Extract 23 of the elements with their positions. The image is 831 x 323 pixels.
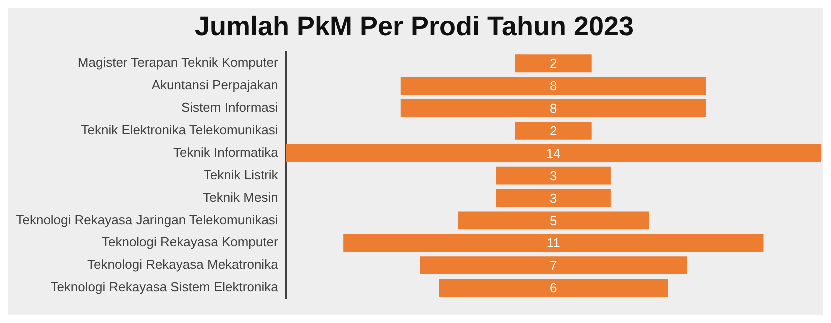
data-label: 2 xyxy=(550,124,558,139)
category-label: Akuntansi Perpajakan xyxy=(152,78,278,93)
data-label: 2 xyxy=(550,56,558,72)
data-label: 7 xyxy=(550,258,558,274)
data-label: 5 xyxy=(550,213,558,228)
category-label: Teknologi Rekayasa Sistem Elektronika xyxy=(50,280,280,295)
text: Jumlah PkM Per Prodi Tahun 2023 xyxy=(194,12,634,42)
category-label: Sistem Informasi xyxy=(182,100,278,116)
data-label: 8 xyxy=(550,78,558,94)
category-label: Magister Terapan Teknik Komputer xyxy=(78,55,279,70)
category-label: Teknologi Rekayasa Mekatronika xyxy=(88,257,280,272)
data-label: 6 xyxy=(550,280,558,296)
data-label: 8 xyxy=(550,101,558,116)
data-label: 3 xyxy=(550,168,558,184)
data-label: 3 xyxy=(550,190,558,206)
category-label: Teknik Elektronika Telekomunikasi xyxy=(81,122,278,138)
category-label: Teknologi Rekayasa Jaringan Telekomunikasi xyxy=(16,212,278,228)
category-label: Teknik Informatika xyxy=(174,144,280,160)
data-label: 11 xyxy=(546,236,560,251)
category-label: Teknik Listrik xyxy=(204,167,279,182)
data-label: 14 xyxy=(546,146,561,161)
category-label: Teknik Mesin xyxy=(203,190,278,205)
category-label: Teknologi Rekayasa Komputer xyxy=(102,234,279,250)
